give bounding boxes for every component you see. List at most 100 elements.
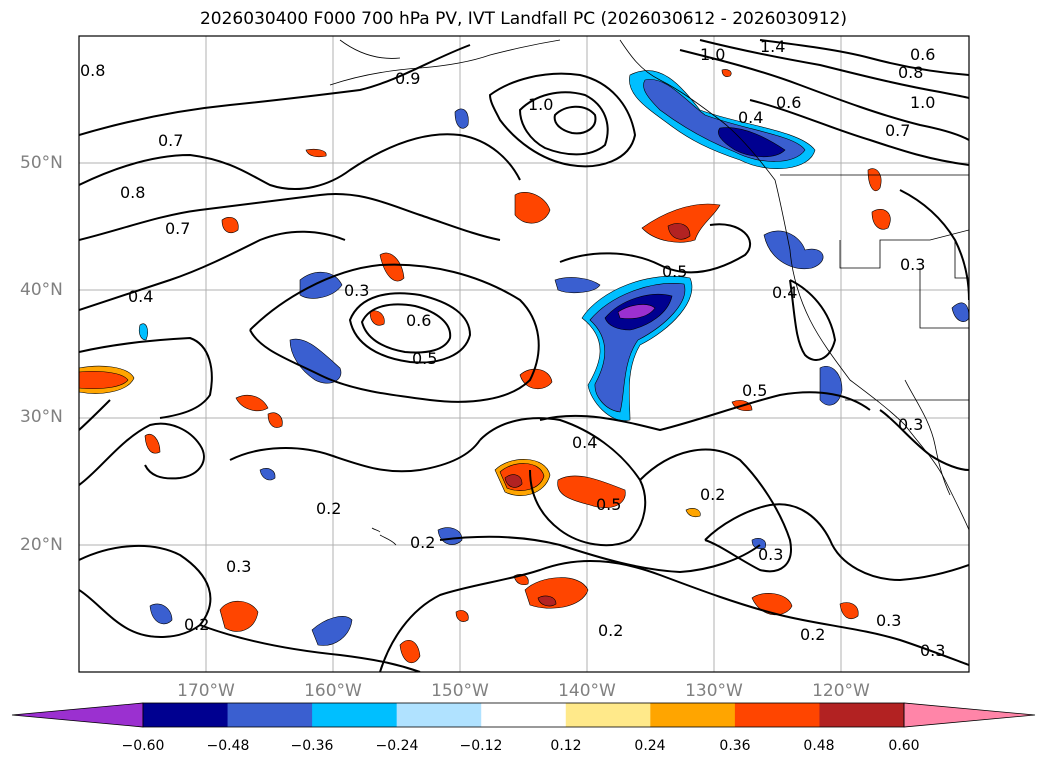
contour-03-sw	[79, 545, 212, 638]
contour-label: 1.0	[700, 45, 725, 64]
contour-10-inner	[518, 91, 609, 156]
contour-03-south	[439, 535, 761, 574]
colorbar-segment	[819, 703, 905, 727]
blob-157w-38n	[369, 310, 385, 326]
lat-label-30n: 30°N	[20, 407, 63, 427]
coastline-hawaii	[371, 527, 397, 546]
contour-label: 0.5	[596, 495, 621, 514]
contour-05-central	[559, 223, 752, 274]
coastline-alaska-peninsula	[339, 39, 401, 59]
colorbar-segment	[396, 703, 482, 727]
contour-label: 0.4	[572, 433, 597, 452]
border-states-mid	[919, 268, 969, 329]
contour-08-east	[699, 39, 969, 99]
contour-02-south	[379, 559, 969, 672]
contour-06-inner	[360, 303, 452, 354]
blob-central-extreme	[617, 304, 656, 319]
colorbar-extend-low	[11, 702, 144, 728]
contour-label: 0.2	[410, 533, 435, 552]
colorbar-segment	[650, 703, 736, 727]
coastline-aleutians	[329, 39, 561, 86]
contour-08	[79, 133, 521, 191]
blob-131w-58n	[721, 69, 732, 77]
colorbar-segment	[312, 703, 398, 727]
contour-label: 0.7	[885, 121, 910, 140]
blob-117w-48n	[867, 168, 882, 192]
colorbar-tick: −0.24	[375, 738, 419, 754]
contour-label: 0.3	[876, 611, 901, 630]
blob-160w-51n	[305, 148, 327, 158]
contour-02-central	[229, 439, 481, 473]
colorbar-segment	[481, 703, 567, 727]
contour-label: 0.2	[700, 485, 725, 504]
contour-label: 0.8	[120, 183, 145, 202]
blob-east-edge	[951, 302, 969, 322]
contour-label: 0.2	[598, 621, 623, 640]
blob-central-west	[554, 277, 601, 294]
blob-165w-29n	[267, 412, 283, 428]
blob-125w-21n	[751, 538, 766, 550]
blob-172w-14n	[149, 603, 173, 625]
contour-06-east	[679, 49, 969, 141]
blob-172w-37n	[138, 323, 148, 341]
contour-label: 1.0	[910, 93, 935, 112]
contour-label: 0.6	[406, 311, 431, 330]
borders	[780, 174, 969, 401]
contour-07-north	[79, 44, 471, 136]
blob-155w-42n	[379, 252, 405, 282]
colorbar-tick: 0.60	[888, 738, 920, 754]
colorbar-segments	[11, 702, 1036, 728]
contour-10-east	[759, 39, 969, 76]
blob-130w-23n	[685, 508, 701, 518]
contour-label: 0.5	[412, 349, 437, 368]
lon-label-160w: 160°W	[304, 681, 362, 701]
contour-label: 0.3	[226, 557, 251, 576]
lat-label-40n: 40°N	[20, 280, 63, 300]
contour-04-coast	[789, 279, 837, 361]
contour-02-east	[639, 448, 792, 573]
contour-07-mid	[79, 193, 501, 241]
lon-label-150w: 150°W	[431, 681, 489, 701]
colorbar-tick: −0.36	[290, 738, 334, 754]
contour-label: 0.4	[128, 287, 153, 306]
contour-04-sw	[79, 422, 205, 486]
blob-150w-14n	[455, 610, 469, 622]
lat-label-20n: 20°N	[20, 535, 63, 555]
contour-label: 0.2	[316, 499, 341, 518]
blob-150w-53n	[454, 108, 469, 129]
contour-label: 0.5	[662, 262, 687, 281]
contour-label: 0.3	[920, 641, 945, 660]
contour-labels: 0.8 0.9 1.0 1.4 0.6 0.8 1.0 0.6 0.4 0.7 …	[80, 37, 945, 660]
map-title: 2026030400 F000 700 hPa PV, IVT Landfall…	[199, 9, 847, 29]
contour-label: 0.6	[776, 93, 801, 112]
colorbar-extend-high	[903, 702, 1036, 728]
coastline-baja	[904, 379, 951, 496]
contour-label: 0.5	[742, 381, 767, 400]
contour-label: 0.2	[184, 615, 209, 634]
colorbar-tick: −0.48	[206, 738, 250, 754]
contour-label: 0.7	[158, 131, 183, 150]
contour-03-west	[79, 336, 213, 431]
contour-label: 1.0	[528, 95, 553, 114]
blob-166w-31n	[235, 395, 269, 411]
lon-label-130w: 130°W	[685, 681, 743, 701]
blob-133w-44n	[641, 203, 721, 243]
colorbar-tick: 0.24	[634, 738, 666, 754]
contour-label: 0.9	[395, 69, 420, 88]
contour-04-west	[79, 230, 346, 311]
border-states-east	[954, 240, 969, 279]
colorbar-tick: −0.60	[121, 738, 165, 754]
contour-label: 0.8	[898, 63, 923, 82]
lon-label-170w: 170°W	[177, 681, 235, 701]
colorbar-segment	[143, 703, 229, 727]
border-states-north	[839, 229, 969, 269]
contour-10-core	[553, 105, 597, 135]
colorbar-tick: 0.36	[719, 738, 751, 754]
contour-label: 0.7	[165, 219, 190, 238]
blob-143w-14n-core	[537, 595, 557, 607]
contour-label: 0.8	[80, 61, 105, 80]
blob-119w-14n	[839, 602, 859, 619]
contour-label: 0.2	[800, 625, 825, 644]
blob-145w-47n	[514, 191, 551, 224]
colorbar-tick: 0.48	[803, 738, 835, 754]
